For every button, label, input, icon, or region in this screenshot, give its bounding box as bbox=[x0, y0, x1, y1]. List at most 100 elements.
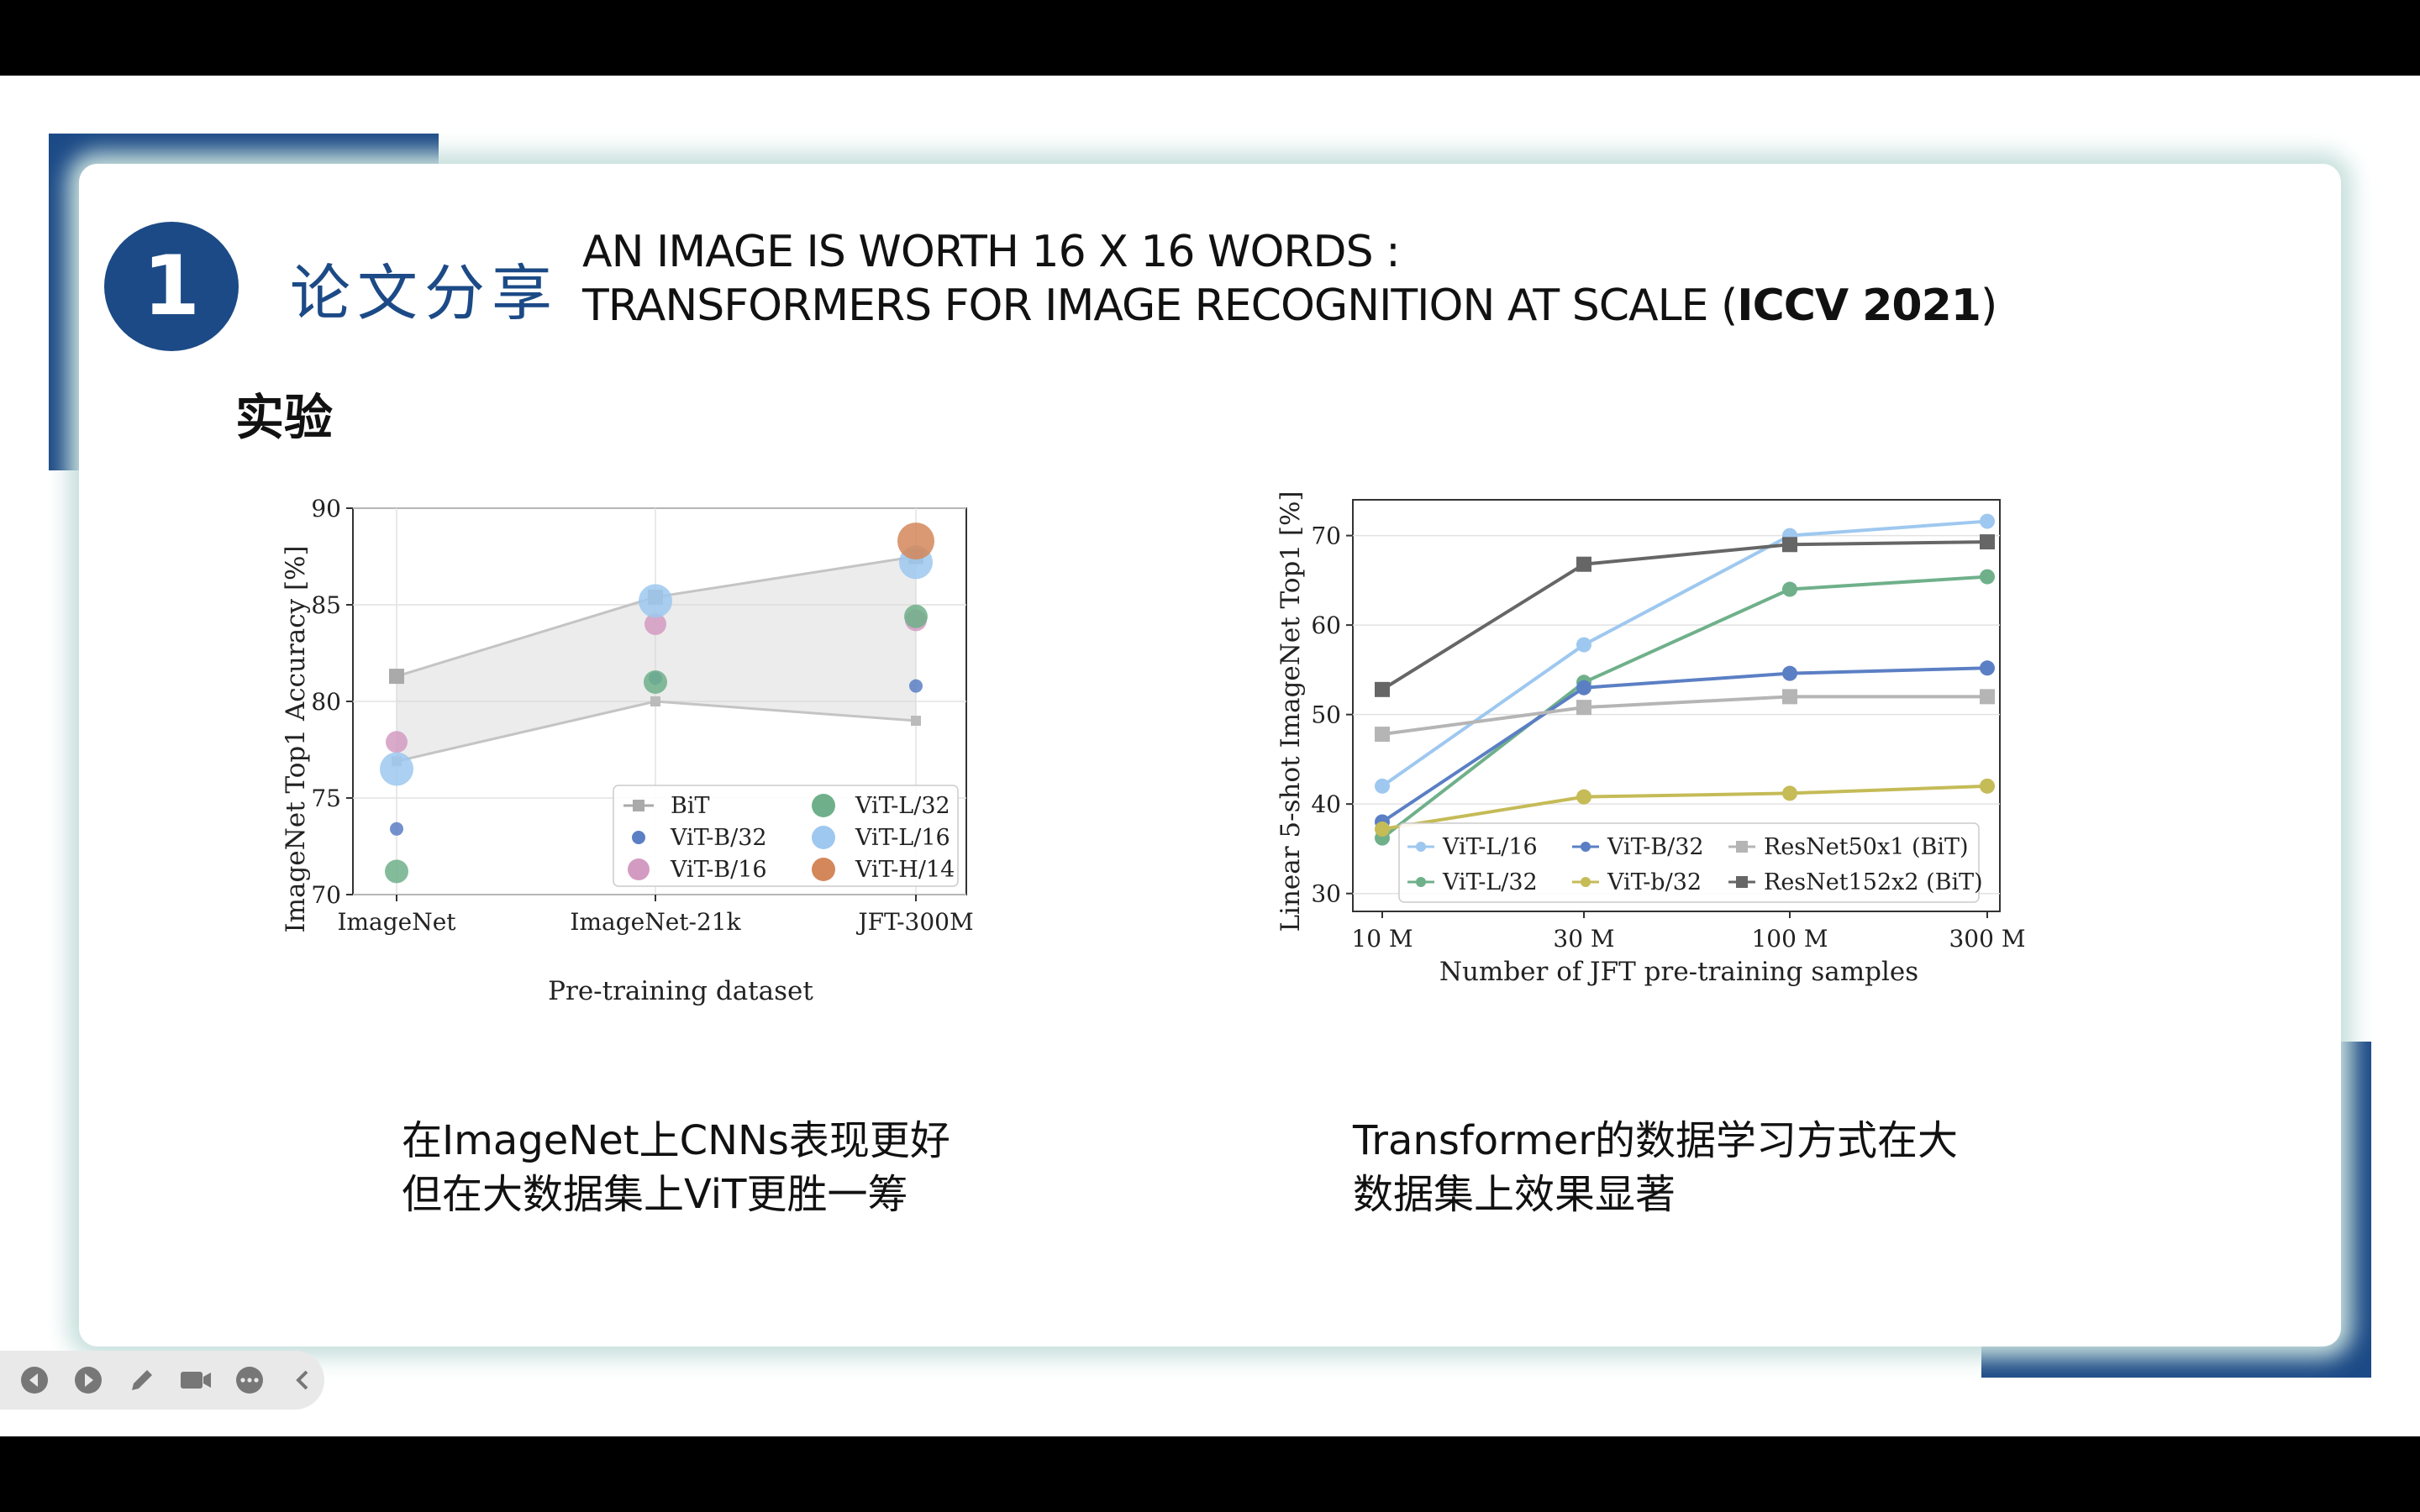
caption-left: 在ImageNet上CNNs表现更好 但在大数据集上ViT更胜一筹 bbox=[402, 1114, 950, 1221]
chart2-legend bbox=[1398, 822, 1980, 903]
chart1-ytick-label: 75 bbox=[311, 785, 341, 812]
chart2-legend-label: ResNet50x1 (BiT) bbox=[1764, 834, 1969, 860]
chart2-point-vitl16 bbox=[1375, 778, 1390, 794]
chart1-bit-lower-marker bbox=[911, 716, 921, 726]
section-title: 论文分享 bbox=[290, 258, 560, 328]
paper-title-line2-text: TRANSFORMERS FOR IMAGE RECOGNITION AT SC… bbox=[582, 281, 1738, 331]
chart1-ytick-label: 85 bbox=[311, 591, 341, 619]
chart2-point-vitb32 bbox=[1782, 665, 1797, 681]
chart1-legend-label: ViT-L/16 bbox=[855, 825, 950, 851]
chart1-xtick-label: ImageNet-21k bbox=[570, 908, 741, 936]
chart2-line-resnet50x1bit bbox=[1381, 695, 1987, 737]
chart2-legend-marker bbox=[1581, 842, 1591, 852]
chart2-ytick-label: 40 bbox=[1311, 790, 1341, 818]
camera-button[interactable] bbox=[175, 1359, 217, 1401]
chart1-point-vitb16 bbox=[644, 613, 666, 635]
chart1-point-vitl16 bbox=[380, 752, 413, 786]
pen-button[interactable] bbox=[121, 1359, 163, 1401]
chart2-xtick-label: 10 M bbox=[1351, 925, 1413, 953]
chart2-legend-label: ViT-B/32 bbox=[1607, 834, 1704, 860]
pen-icon bbox=[132, 1370, 152, 1390]
paper-title-line2-close: ) bbox=[1980, 281, 1997, 331]
chart2-point-vitl16 bbox=[1576, 637, 1591, 653]
chart1-legend-label: ViT-B/32 bbox=[670, 825, 767, 851]
chart2-xlabel: Number of JFT pre-training samples bbox=[1439, 957, 1918, 987]
chart1-bit-lower-marker bbox=[650, 696, 660, 706]
caption-right-line1: Transformer的数据学习方式在大 bbox=[1353, 1117, 1959, 1164]
paper-venue: ICCV 2021 bbox=[1737, 281, 1981, 331]
chart1-legend-marker bbox=[628, 858, 650, 880]
more-icon bbox=[236, 1367, 263, 1394]
chart1-legend-label: ViT-L/32 bbox=[855, 793, 950, 819]
chart2-point-vitb32 bbox=[1980, 778, 1995, 794]
chart1-point-vitl32 bbox=[904, 604, 928, 628]
chart2-point-vitb32 bbox=[1375, 822, 1390, 837]
letterbox-top bbox=[0, 0, 2420, 76]
chart-pretraining-dataset: ImageNet Top1 Accuracy [%] Pre-training … bbox=[281, 496, 974, 1006]
prev-icon bbox=[21, 1367, 48, 1394]
chart2-point-resnet50x1bit bbox=[1782, 689, 1797, 705]
chart2-point-vitb32 bbox=[1576, 680, 1591, 696]
chart2-legend-label: ViT-L/16 bbox=[1442, 834, 1538, 860]
chart2-point-vitl32 bbox=[1782, 581, 1797, 597]
caption-left-line1: 在ImageNet上CNNs表现更好 bbox=[402, 1117, 950, 1164]
chart2-legend-marker bbox=[1736, 876, 1748, 888]
chart2-point-vitl16 bbox=[1980, 513, 1995, 529]
paper-title: AN IMAGE IS WORTH 16 X 16 WORDS : TRANSF… bbox=[582, 225, 1997, 333]
chart2-xtick-label: 300 M bbox=[1949, 925, 2025, 953]
chart1-point-vitb16 bbox=[386, 731, 408, 753]
chart1-point-bit bbox=[389, 669, 404, 685]
chart2-point-resnet50x1bit bbox=[1576, 700, 1591, 716]
collapse-icon bbox=[296, 1370, 308, 1390]
chart1-legend-label: ViT-H/14 bbox=[855, 857, 955, 883]
chart2-ylabel: Linear 5-shot ImageNet Top1 [%] bbox=[1276, 491, 1306, 932]
chart2-legend-marker bbox=[1736, 841, 1748, 853]
more-button[interactable] bbox=[229, 1359, 271, 1401]
chart2-xtick-label: 100 M bbox=[1751, 925, 1828, 953]
caption-right: Transformer的数据学习方式在大 数据集上效果显著 bbox=[1353, 1114, 1958, 1221]
letterbox-bottom bbox=[0, 1436, 2420, 1512]
chart2-point-resnet152x2bit bbox=[1576, 556, 1591, 572]
chart1-legend-marker bbox=[812, 858, 835, 881]
chart2-point-resnet152x2bit bbox=[1782, 537, 1797, 553]
chart1-xtick-label: JFT-300M bbox=[855, 908, 973, 936]
chart2-point-vitb32 bbox=[1980, 660, 1995, 676]
chart2-point-resnet50x1bit bbox=[1375, 727, 1390, 743]
chart2-legend-marker bbox=[1416, 877, 1426, 887]
chart2-legend-marker bbox=[1581, 877, 1591, 887]
chart2-point-resnet152x2bit bbox=[1980, 534, 1995, 550]
chart1-point-vitl32 bbox=[644, 670, 667, 694]
caption-left-line2: 但在大数据集上ViT更胜一筹 bbox=[402, 1171, 908, 1218]
chart1-ytick-label: 90 bbox=[311, 496, 341, 522]
chart2-legend-label: ViT-b/32 bbox=[1607, 869, 1702, 895]
chart2-ytick-label: 30 bbox=[1311, 880, 1341, 908]
section-number-badge: 1 bbox=[104, 222, 239, 351]
chart2-ytick-label: 50 bbox=[1311, 701, 1341, 729]
caption-right-line2: 数据集上效果显著 bbox=[1353, 1171, 1676, 1218]
chart2-point-vitb32 bbox=[1782, 785, 1797, 801]
chart1-legend-marker bbox=[633, 800, 644, 811]
chart1-legend-marker bbox=[632, 831, 645, 844]
chart2-ytick-label: 60 bbox=[1311, 612, 1341, 639]
chart1-legend bbox=[613, 785, 959, 887]
chart1-xlabel: Pre-training dataset bbox=[548, 976, 813, 1006]
chart1-point-vitl32 bbox=[385, 859, 408, 884]
prev-button[interactable] bbox=[13, 1359, 55, 1401]
collapse-button[interactable] bbox=[282, 1359, 324, 1401]
presentation-toolbar bbox=[0, 1351, 324, 1410]
next-button[interactable] bbox=[67, 1359, 109, 1401]
chart1-point-vitb32 bbox=[390, 822, 403, 836]
chart1-legend-label: ViT-B/16 bbox=[670, 857, 767, 883]
chart2-point-resnet50x1bit bbox=[1980, 689, 1995, 705]
chart1-ytick-label: 80 bbox=[311, 688, 341, 716]
subheading: 实验 bbox=[235, 389, 334, 446]
chart1-point-vitb32 bbox=[909, 679, 923, 693]
paper-title-line1: AN IMAGE IS WORTH 16 X 16 WORDS : bbox=[582, 227, 1401, 277]
chart1-ytick-label: 70 bbox=[311, 881, 341, 909]
chart2-ytick-label: 70 bbox=[1311, 522, 1341, 550]
chart2-point-vitb32 bbox=[1576, 789, 1591, 805]
camera-icon bbox=[181, 1372, 211, 1389]
chart1-point-vitl16 bbox=[639, 584, 672, 618]
chart1-legend-label: BiT bbox=[671, 793, 710, 819]
chart2-line-vitb32 bbox=[1381, 784, 1988, 831]
